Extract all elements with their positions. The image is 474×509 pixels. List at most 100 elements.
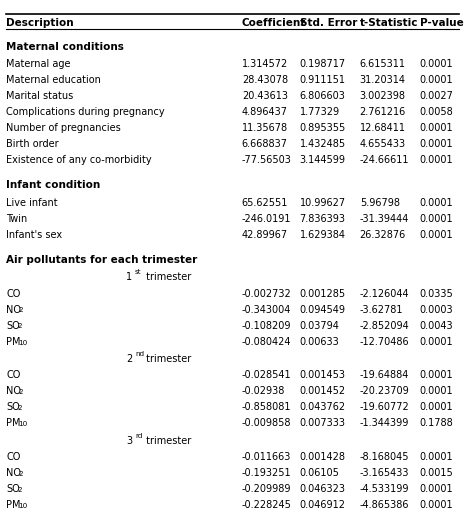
Text: NO: NO — [6, 386, 21, 397]
Text: 2: 2 — [18, 389, 23, 395]
Text: st: st — [135, 269, 142, 275]
Text: 12.68411: 12.68411 — [360, 123, 406, 133]
Text: -0.228245: -0.228245 — [242, 500, 292, 509]
Text: 0.198717: 0.198717 — [300, 59, 346, 69]
Text: Number of pregnancies: Number of pregnancies — [6, 123, 121, 133]
Text: 1.432485: 1.432485 — [300, 139, 346, 150]
Text: 6.668837: 6.668837 — [242, 139, 288, 150]
Text: 0.094549: 0.094549 — [300, 304, 346, 315]
Text: trimester: trimester — [143, 354, 191, 364]
Text: 2: 2 — [126, 354, 132, 364]
Text: -0.193251: -0.193251 — [242, 468, 292, 478]
Text: 0.0001: 0.0001 — [420, 214, 454, 224]
Text: NO: NO — [6, 468, 21, 478]
Text: -31.39444: -31.39444 — [360, 214, 409, 224]
Text: 10: 10 — [18, 340, 28, 346]
Text: t-Statistic: t-Statistic — [360, 18, 418, 29]
Text: 0.0001: 0.0001 — [420, 75, 454, 86]
Text: -3.165433: -3.165433 — [360, 468, 409, 478]
Text: Marital status: Marital status — [6, 91, 73, 101]
Text: 0.03794: 0.03794 — [300, 321, 339, 330]
Text: -0.009858: -0.009858 — [242, 418, 292, 429]
Text: 20.43613: 20.43613 — [242, 91, 288, 101]
Text: NO: NO — [6, 304, 21, 315]
Text: 2: 2 — [18, 324, 22, 329]
Text: 0.0001: 0.0001 — [420, 155, 454, 165]
Text: Coefficient: Coefficient — [242, 18, 306, 29]
Text: Maternal age: Maternal age — [6, 59, 71, 69]
Text: 31.20314: 31.20314 — [360, 75, 406, 86]
Text: Maternal education: Maternal education — [6, 75, 101, 86]
Text: Infant condition: Infant condition — [6, 180, 100, 190]
Text: -19.64884: -19.64884 — [360, 370, 409, 380]
Text: 0.0001: 0.0001 — [420, 500, 454, 509]
Text: CO: CO — [6, 370, 20, 380]
Text: Existence of any co-morbidity: Existence of any co-morbidity — [6, 155, 152, 165]
Text: 2: 2 — [18, 487, 22, 493]
Text: 3: 3 — [126, 436, 132, 446]
Text: Description: Description — [6, 18, 73, 29]
Text: 1.314572: 1.314572 — [242, 59, 288, 69]
Text: trimester: trimester — [143, 272, 191, 282]
Text: -12.70486: -12.70486 — [360, 336, 410, 347]
Text: Twin: Twin — [6, 214, 27, 224]
Text: 0.0027: 0.0027 — [420, 91, 454, 101]
Text: -0.080424: -0.080424 — [242, 336, 292, 347]
Text: 11.35678: 11.35678 — [242, 123, 288, 133]
Text: -19.60772: -19.60772 — [360, 402, 410, 412]
Text: CO: CO — [6, 289, 20, 298]
Text: 0.046912: 0.046912 — [300, 500, 346, 509]
Text: 0.0001: 0.0001 — [420, 139, 454, 150]
Text: Std. Error: Std. Error — [300, 18, 357, 29]
Text: Complications during pregnancy: Complications during pregnancy — [6, 107, 164, 118]
Text: PM: PM — [6, 418, 20, 429]
Text: 0.001428: 0.001428 — [300, 452, 346, 462]
Text: 0.911151: 0.911151 — [300, 75, 346, 86]
Text: 0.0015: 0.0015 — [420, 468, 454, 478]
Text: -0.002732: -0.002732 — [242, 289, 292, 298]
Text: -2.852094: -2.852094 — [360, 321, 410, 330]
Text: 0.0001: 0.0001 — [420, 336, 454, 347]
Text: 3.002398: 3.002398 — [360, 91, 406, 101]
Text: -0.858081: -0.858081 — [242, 402, 292, 412]
Text: -8.168045: -8.168045 — [360, 452, 409, 462]
Text: -246.0191: -246.0191 — [242, 214, 292, 224]
Text: 2: 2 — [18, 405, 22, 411]
Text: P-value: P-value — [420, 18, 464, 29]
Text: -0.209989: -0.209989 — [242, 484, 292, 494]
Text: SO: SO — [6, 484, 20, 494]
Text: 1: 1 — [126, 272, 132, 282]
Text: 1.77329: 1.77329 — [300, 107, 340, 118]
Text: 2.761216: 2.761216 — [360, 107, 406, 118]
Text: 0.06105: 0.06105 — [300, 468, 339, 478]
Text: 0.1788: 0.1788 — [420, 418, 454, 429]
Text: 0.0001: 0.0001 — [420, 59, 454, 69]
Text: 10: 10 — [18, 503, 28, 509]
Text: 4.896437: 4.896437 — [242, 107, 288, 118]
Text: 0.0335: 0.0335 — [420, 289, 454, 298]
Text: Live infant: Live infant — [6, 198, 58, 208]
Text: CO: CO — [6, 452, 20, 462]
Text: 10.99627: 10.99627 — [300, 198, 346, 208]
Text: 5.96798: 5.96798 — [360, 198, 400, 208]
Text: 0.0001: 0.0001 — [420, 452, 454, 462]
Text: 6.806603: 6.806603 — [300, 91, 346, 101]
Text: -4.865386: -4.865386 — [360, 500, 409, 509]
Text: 0.0001: 0.0001 — [420, 230, 454, 240]
Text: 26.32876: 26.32876 — [360, 230, 406, 240]
Text: 0.001452: 0.001452 — [300, 386, 346, 397]
Text: 2: 2 — [18, 471, 23, 477]
Text: 10: 10 — [18, 421, 28, 427]
Text: -3.62781: -3.62781 — [360, 304, 403, 315]
Text: 65.62551: 65.62551 — [242, 198, 288, 208]
Text: 3.144599: 3.144599 — [300, 155, 346, 165]
Text: 0.0001: 0.0001 — [420, 370, 454, 380]
Text: -0.02938: -0.02938 — [242, 386, 285, 397]
Text: 4.655433: 4.655433 — [360, 139, 406, 150]
Text: PM: PM — [6, 500, 20, 509]
Text: -0.028541: -0.028541 — [242, 370, 292, 380]
Text: 0.0001: 0.0001 — [420, 484, 454, 494]
Text: 0.007333: 0.007333 — [300, 418, 346, 429]
Text: 0.043762: 0.043762 — [300, 402, 346, 412]
Text: Infant's sex: Infant's sex — [6, 230, 62, 240]
